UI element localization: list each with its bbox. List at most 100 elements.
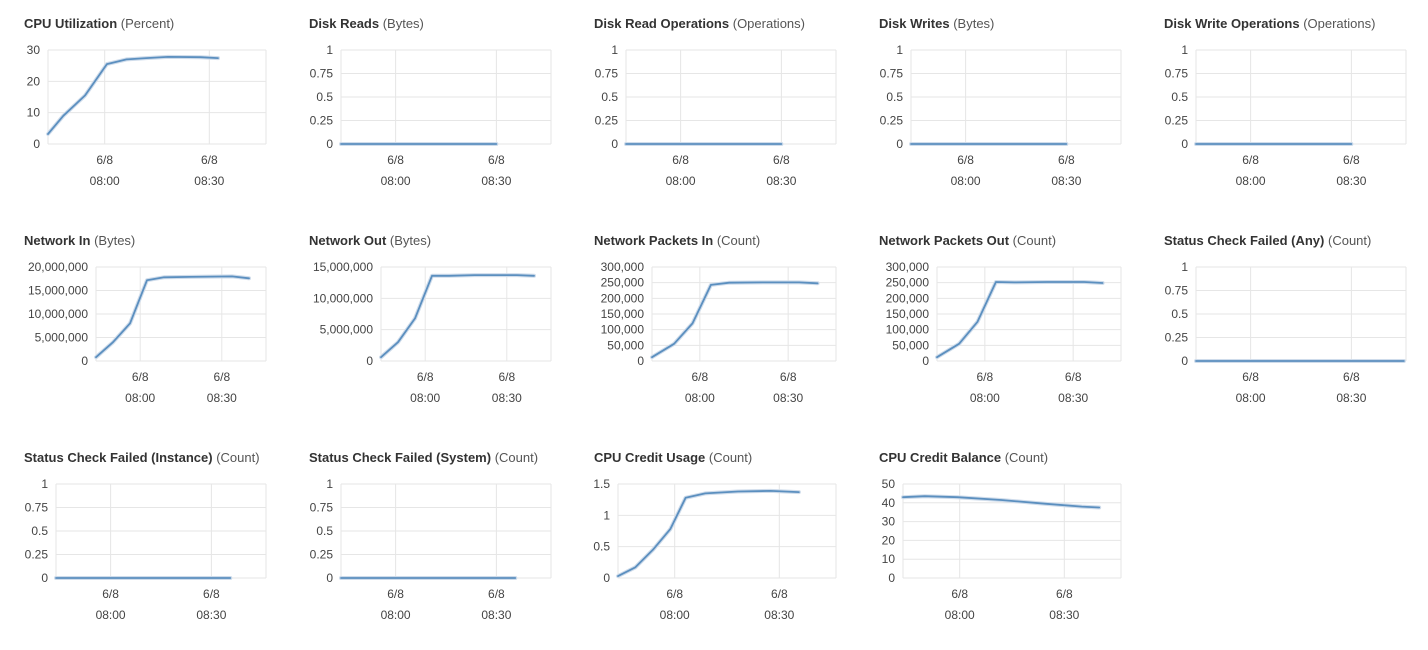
x-tick-time: 08:00: [1236, 391, 1266, 405]
series-line: [617, 489, 800, 577]
series-line-shadow: [94, 274, 251, 360]
metric-panel[interactable]: Disk Reads (Bytes) 0 0.25 0.5 0.75 1 6/8 08:00 6…: [309, 16, 579, 216]
y-tick-label: 1: [326, 477, 333, 491]
line-chart: 0 0.25 0.5 0.75 1 6/8 08:00 6/8 08:30: [310, 43, 552, 188]
x-tick-date: 6/8: [771, 587, 788, 601]
y-tick-label: 10,000,000: [28, 307, 88, 321]
x-tick-time: 08:00: [970, 391, 1000, 405]
y-tick-label: 50: [882, 477, 896, 491]
x-tick-date: 6/8: [213, 370, 230, 384]
metric-name: Disk Write Operations: [1164, 16, 1300, 31]
x-tick-date: 6/8: [1058, 153, 1075, 167]
y-tick-label: 0: [603, 571, 610, 585]
metric-name: Status Check Failed (Any): [1164, 233, 1325, 248]
x-tick-time: 08:30: [481, 174, 511, 188]
x-tick-time: 08:30: [773, 391, 803, 405]
y-tick-label: 1: [41, 477, 48, 491]
y-tick-label: 0.25: [1165, 114, 1189, 128]
metric-unit: (Percent): [120, 16, 175, 31]
metric-name: Status Check Failed (Instance): [24, 450, 213, 465]
x-tick-time: 08:30: [207, 391, 237, 405]
metric-panel[interactable]: Network Packets In (Count) 0 50,000 100,000…: [594, 233, 864, 433]
y-tick-label: 200,000: [601, 291, 645, 305]
y-tick-label: 0.5: [593, 540, 610, 554]
metric-panel[interactable]: Network Packets Out (Count) 0 50,000 100,00…: [879, 233, 1149, 433]
y-tick-label: 30: [882, 515, 896, 529]
series-line: [651, 281, 819, 359]
series-line: [95, 275, 250, 359]
line-chart: 0 10 20 30 6/8 08:00 6/8 08:30: [27, 43, 267, 188]
metric-panel[interactable]: Disk Writes (Bytes) 0 0.25 0.5 0.75 1 6/8 08:00…: [879, 16, 1149, 216]
y-tick-label: 0.5: [31, 524, 48, 538]
metric-name: Disk Read Operations: [594, 16, 730, 31]
y-tick-label: 300,000: [601, 260, 645, 274]
x-tick-time: 08:30: [1049, 608, 1079, 622]
line-chart: 0 0.5 1 1.5 6/8 08:00 6/8 08:30: [593, 477, 837, 622]
series-line: [380, 274, 535, 359]
y-tick-label: 100,000: [886, 323, 930, 337]
y-tick-label: 30: [27, 43, 41, 57]
y-tick-label: 250,000: [601, 276, 645, 290]
metric-panel[interactable]: Network In (Bytes) 0 5,000,000 10,000,000 15…: [24, 233, 294, 433]
metric-panel[interactable]: Disk Write Operations (Operations) 0 0.25 0…: [1164, 16, 1428, 216]
metric-name: Network Out: [309, 233, 387, 248]
x-tick-date: 6/8: [957, 153, 974, 167]
series-line-shadow: [379, 273, 536, 360]
metric-name: CPU Credit Balance: [879, 450, 1002, 465]
panel-title: Network Packets Out (Count): [879, 233, 1056, 249]
x-tick-date: 6/8: [672, 153, 689, 167]
y-tick-label: 1: [603, 508, 610, 522]
metric-unit: (Count): [1328, 233, 1372, 248]
line-chart: 0 0.25 0.5 0.75 1 6/8 08:00 6/8 08:30: [310, 477, 552, 622]
series-line: [936, 281, 1104, 359]
x-tick-date: 6/8: [976, 370, 993, 384]
y-tick-label: 0: [1181, 354, 1188, 368]
y-tick-label: 0: [41, 571, 48, 585]
metric-panel[interactable]: Disk Read Operations (Operations) 0 0.25 0.…: [594, 16, 864, 216]
metric-unit: (Bytes): [389, 233, 432, 248]
panel-title: Disk Writes (Bytes): [879, 16, 994, 32]
x-tick-date: 6/8: [488, 153, 505, 167]
y-tick-label: 0: [1181, 137, 1188, 151]
y-tick-label: 50,000: [607, 338, 644, 352]
metric-panel[interactable]: CPU Utilization (Percent) 0 10 20 30 6/8 08:00…: [24, 16, 294, 216]
y-tick-label: 40: [882, 496, 896, 510]
x-tick-time: 08:30: [764, 608, 794, 622]
x-tick-time: 08:00: [1236, 174, 1266, 188]
y-tick-label: 10: [882, 552, 896, 566]
metric-panel[interactable]: Status Check Failed (System) (Count) 0 0.2…: [309, 450, 579, 650]
y-tick-label: 0: [922, 354, 929, 368]
panel-title: Network In (Bytes): [24, 233, 135, 249]
y-tick-label: 1: [1181, 260, 1188, 274]
x-tick-date: 6/8: [132, 370, 149, 384]
x-tick-date: 6/8: [203, 587, 220, 601]
metric-panel[interactable]: Status Check Failed (Instance) (Count) 0 0…: [24, 450, 294, 650]
metric-name: Disk Writes: [879, 16, 950, 31]
y-tick-label: 1: [611, 43, 618, 57]
y-tick-label: 0.75: [1165, 284, 1189, 298]
y-tick-label: 20: [882, 533, 896, 547]
y-tick-label: 100,000: [601, 323, 645, 337]
x-tick-time: 08:30: [1336, 391, 1366, 405]
y-tick-label: 0: [326, 137, 333, 151]
x-tick-time: 08:00: [666, 174, 696, 188]
y-tick-label: 150,000: [601, 307, 645, 321]
y-tick-label: 0.5: [316, 524, 333, 538]
y-tick-label: 5,000,000: [320, 323, 374, 337]
metric-unit: (Count): [216, 450, 260, 465]
metric-panel[interactable]: Network Out (Bytes) 0 5,000,000 10,000,000 1…: [309, 233, 579, 433]
x-tick-time: 08:00: [381, 174, 411, 188]
metric-panel[interactable]: Status Check Failed (Any) (Count) 0 0.25 0.…: [1164, 233, 1428, 433]
y-tick-label: 0.75: [310, 501, 334, 515]
y-tick-label: 50,000: [892, 338, 929, 352]
x-tick-date: 6/8: [1065, 370, 1082, 384]
x-tick-date: 6/8: [417, 370, 434, 384]
metric-panel[interactable]: CPU Credit Usage (Count) 0 0.5 1 1.5 6/8 08:00…: [593, 450, 864, 650]
metric-panel[interactable]: CPU Credit Balance (Count) 0 10 20 30 40 50 6/8…: [879, 450, 1149, 650]
series-line: [47, 55, 219, 135]
metric-unit: (Bytes): [953, 16, 995, 31]
y-tick-label: 20,000,000: [28, 260, 88, 274]
x-tick-date: 6/8: [201, 153, 218, 167]
line-chart: 0 5,000,000 10,000,000 15,000,000 20,000,000…: [28, 260, 267, 405]
